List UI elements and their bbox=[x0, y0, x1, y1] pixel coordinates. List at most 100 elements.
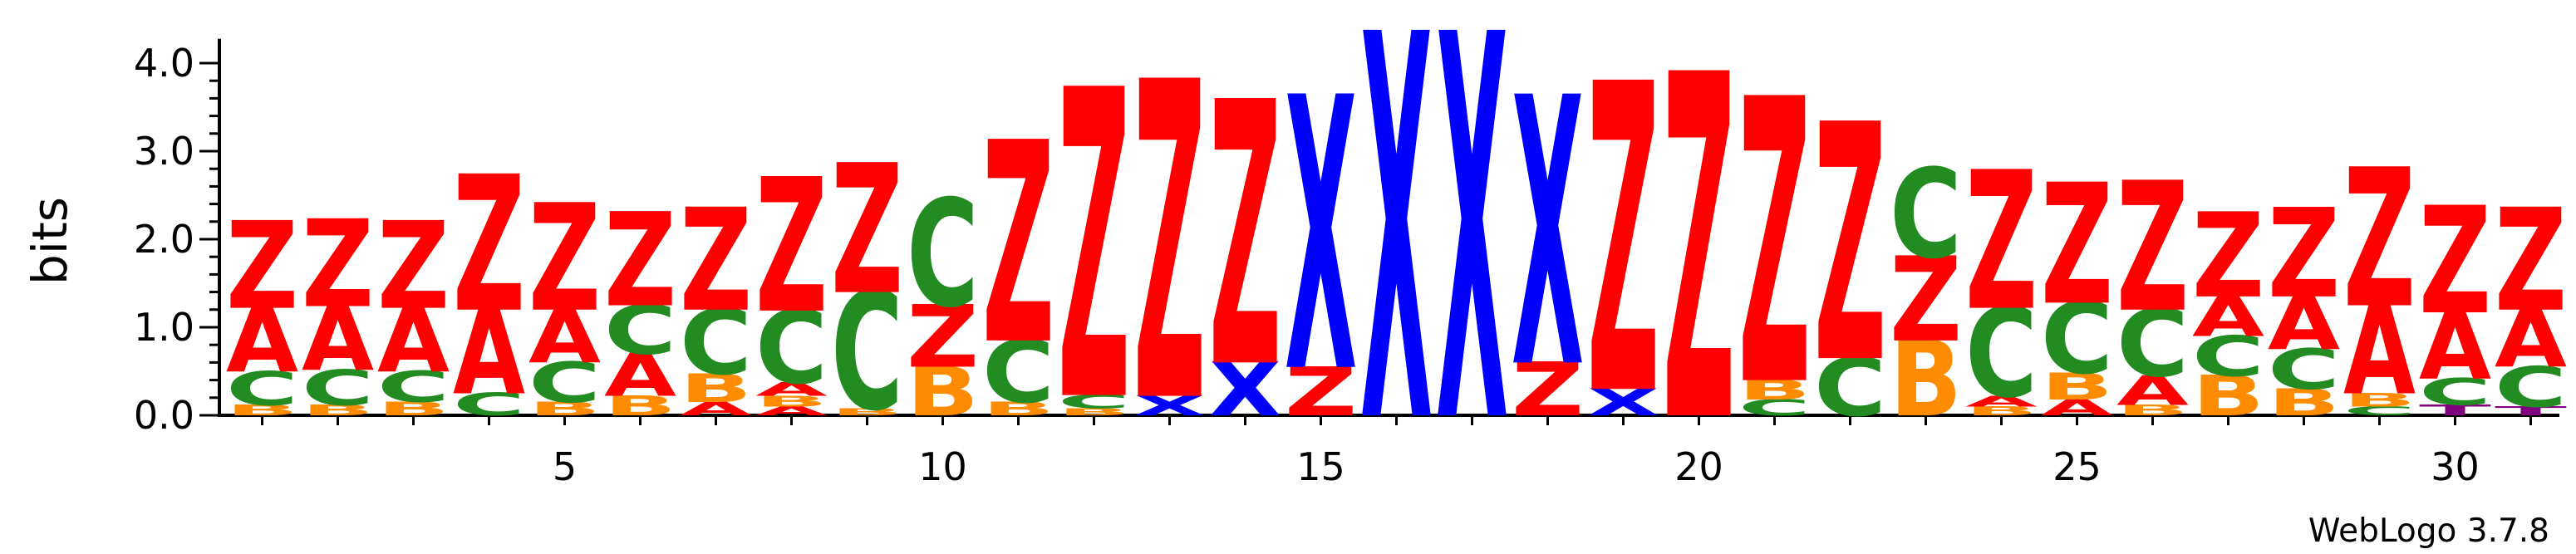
logo-letter-A: A bbox=[2343, 279, 2416, 422]
logo-letter-Z: Z bbox=[1058, 2, 1130, 495]
logo-letter-A: A bbox=[755, 404, 828, 418]
logo-letter-Z: Z bbox=[1965, 132, 2038, 354]
logo-letter-Z: Z bbox=[302, 195, 374, 336]
weblogo-credit: WebLogo 3.7.8 bbox=[2308, 512, 2549, 550]
logo-letter-C: C bbox=[2041, 282, 2113, 396]
stack-position-12: BCZ bbox=[1058, 2, 1130, 495]
logo-letter-Z: Z bbox=[755, 140, 828, 355]
logo-letter-T: T bbox=[2495, 404, 2567, 418]
logo-letter-A: A bbox=[2419, 293, 2491, 400]
y-tick-label: 0.0 bbox=[134, 393, 194, 438]
logo-letter-C: C bbox=[302, 360, 374, 417]
stack-position-20: Z bbox=[1663, 0, 1735, 528]
logo-letter-B: B bbox=[680, 365, 752, 411]
logo-letter-X: X bbox=[1209, 347, 1281, 433]
logo-letter-Z: Z bbox=[2343, 130, 2416, 351]
logo-letter-C: C bbox=[528, 351, 601, 415]
logo-letter-C: C bbox=[831, 258, 903, 447]
logo-letter-B: B bbox=[1058, 406, 1130, 418]
stack-position-10: BZC bbox=[907, 169, 979, 432]
logo-letter-C: C bbox=[2268, 338, 2340, 403]
logo-letter-X: X bbox=[1436, 0, 1508, 540]
logo-letter-A: A bbox=[2116, 368, 2189, 414]
y-ticks: 0.0 1.0 2.0 3.0 4.0 bbox=[134, 41, 219, 438]
logo-letter-A: A bbox=[302, 287, 374, 391]
logo-letter-Z: Z bbox=[1663, 0, 1735, 528]
stack-position-14: XZ bbox=[1209, 26, 1281, 449]
logo-letter-A: A bbox=[453, 286, 525, 422]
logo-letter-B: B bbox=[2116, 402, 2189, 419]
logo-letter-T: T bbox=[2419, 402, 2491, 419]
logo-letter-A: A bbox=[226, 289, 298, 393]
logo-letter-B: B bbox=[2041, 365, 2113, 408]
logo-letter-C: C bbox=[2495, 355, 2567, 420]
stack-position-19: XZ bbox=[1587, 0, 1659, 489]
logo-letter-C: C bbox=[2116, 291, 2189, 399]
logo-letter-X: X bbox=[1587, 381, 1659, 424]
logo-letter-A: A bbox=[604, 342, 676, 410]
stack-position-9: BCZ bbox=[831, 128, 903, 448]
logo-letter-B: B bbox=[2343, 390, 2416, 411]
x-tick-label: 25 bbox=[2052, 444, 2102, 489]
logo-letter-Z: Z bbox=[2116, 145, 2189, 352]
x-axis: 5 10 15 20 25 30 bbox=[219, 414, 2559, 489]
logo-letter-Z: Z bbox=[453, 136, 525, 354]
logo-letter-Z: Z bbox=[2419, 175, 2491, 347]
logo-letter-Z: Z bbox=[2268, 183, 2340, 326]
logo-letter-X: X bbox=[1133, 390, 1206, 422]
logo-letter-B: B bbox=[831, 406, 903, 418]
logo-letter-A: A bbox=[2192, 285, 2265, 350]
logo-letter-B: B bbox=[302, 402, 374, 419]
logo-letter-Z: Z bbox=[226, 197, 298, 337]
logo-letter-B: B bbox=[604, 390, 676, 422]
logo-letter-Z: Z bbox=[528, 173, 601, 345]
logo-letter-B: B bbox=[2268, 381, 2340, 424]
x-tick-label: 15 bbox=[1296, 444, 1345, 489]
y-tick-label: 1.0 bbox=[134, 305, 194, 350]
logo-letter-B: B bbox=[2192, 365, 2264, 429]
logo-stacks: BCAZBCAZBCAZCAZBCAZBACZABCZABACZBCZBZCBC… bbox=[226, 0, 2567, 540]
logo-letter-A: A bbox=[680, 399, 752, 420]
logo-letter-B: B bbox=[1890, 320, 1962, 441]
logo-letter-C: C bbox=[226, 361, 298, 415]
logo-letter-C: C bbox=[2192, 325, 2264, 390]
stack-position-21: CBZ bbox=[1738, 18, 1811, 473]
logo-letter-Z: Z bbox=[377, 197, 450, 337]
logo-letter-X: X bbox=[1360, 0, 1433, 540]
logo-letter-B: B bbox=[226, 402, 298, 419]
stack-position-15: ZX bbox=[1285, 19, 1357, 455]
x-tick-label: 5 bbox=[553, 444, 577, 489]
x-tick-label: 30 bbox=[2431, 444, 2480, 489]
stack-position-4: CAZ bbox=[453, 136, 525, 422]
logo-letter-B: B bbox=[755, 393, 828, 410]
logo-letter-B: B bbox=[982, 399, 1054, 420]
logo-letter-Z: Z bbox=[831, 128, 903, 335]
logo-letter-A: A bbox=[528, 294, 601, 380]
logo-letter-C: C bbox=[907, 169, 979, 341]
y-tick-label: 4.0 bbox=[134, 41, 194, 86]
stack-position-11: BCZ bbox=[982, 86, 1054, 424]
logo-letter-A: A bbox=[377, 289, 450, 393]
logo-letter-Z: Z bbox=[2041, 149, 2113, 342]
logo-letter-Z: Z bbox=[1285, 353, 1357, 432]
y-axis: 0.0 1.0 2.0 3.0 4.0 bits bbox=[22, 38, 221, 438]
logo-letter-Z: Z bbox=[1512, 347, 1584, 434]
logo-letter-Z: Z bbox=[1738, 18, 1811, 473]
x-ticks: 5 10 15 20 25 30 bbox=[261, 415, 2532, 489]
logo-letter-Z: Z bbox=[604, 185, 676, 336]
logo-letter-C: C bbox=[680, 291, 752, 395]
logo-letter-C: C bbox=[1890, 143, 1962, 286]
logo-letter-C: C bbox=[755, 290, 828, 407]
logo-letter-C: C bbox=[377, 362, 450, 413]
stack-position-13: XZ bbox=[1133, 0, 1206, 499]
logo-letter-C: C bbox=[982, 323, 1054, 423]
